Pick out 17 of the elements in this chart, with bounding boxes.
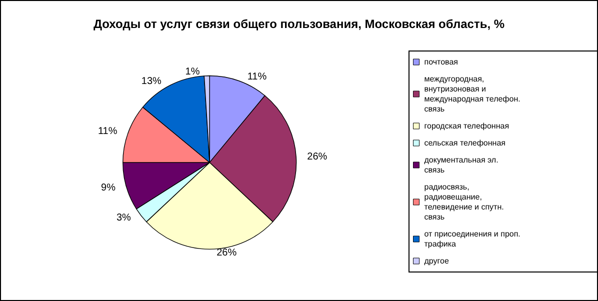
data-label: 1% — [185, 66, 200, 78]
legend-label: городская телефонная — [424, 122, 510, 130]
legend-label: другое — [424, 256, 450, 266]
legend-label: радиосвязь, радиовещание, телевидение и спутн. связь — [424, 182, 506, 222]
chart-title: Доходы от услуг связи общего пользования, Московская область, % — [93, 17, 505, 31]
data-label: 13% — [141, 76, 162, 88]
legend-label: почтовая — [424, 58, 458, 66]
data-label: 26% — [307, 151, 328, 162]
legend-label: от присоединения и проп. трафика — [424, 230, 523, 248]
data-label: 9% — [101, 182, 116, 194]
data-label: 11% — [98, 126, 118, 138]
legend-label: сельская телефонная — [424, 138, 506, 148]
data-label: 26% — [216, 248, 237, 259]
data-label: 3% — [116, 212, 132, 224]
legend-label: документальная эл. связь — [424, 156, 501, 174]
legend-label: междугородная, внутризоновая и международная телефон. связь — [424, 74, 523, 114]
data-label: 11% — [247, 72, 267, 83]
